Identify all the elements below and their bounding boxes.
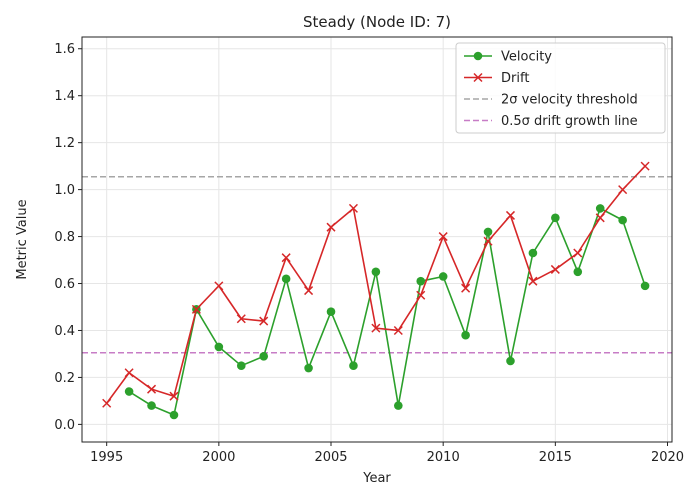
data-point [236,314,246,324]
y-axis-label: Metric Value [15,199,30,279]
x-tick-label: 2005 [314,450,347,465]
data-point [304,286,314,296]
y-tick-label: 1.2 [54,136,75,151]
data-point [191,304,201,314]
x-tick-label: 2015 [539,450,572,465]
data-point [259,316,269,326]
data-point [214,281,224,291]
data-point [573,267,583,277]
data-point [438,232,448,242]
data-point [483,236,493,246]
data-point [349,361,358,370]
x-tick-label: 2010 [427,450,460,465]
y-tick-label: 0.4 [54,324,75,339]
chart-title: Steady (Node ID: 7) [303,13,451,31]
data-point [461,330,470,340]
x-axis-ticks: 1995 2000 2005 2010 2015 2020 [90,442,684,465]
data-point [281,253,291,263]
data-point [348,203,358,213]
data-point [124,368,134,378]
x-tick-label: 2000 [202,450,235,465]
y-tick-label: 1.6 [54,42,75,57]
data-point [102,398,112,408]
y-tick-label: 1.4 [54,89,75,104]
data-point [640,281,650,291]
data-point [124,387,134,396]
series-line [128,207,646,416]
legend: Velocity Drift 2σ velocity threshold 0.5σ d… [455,42,666,134]
data-point [416,276,426,286]
data-point [326,222,336,232]
data-point [640,161,650,171]
data-point [393,325,403,336]
legend-marker [473,51,483,61]
legend-marker [473,72,483,83]
y-tick-label: 0.0 [54,418,75,433]
plot-area-frame [81,36,673,443]
data-point [169,391,179,401]
data-point [551,213,560,223]
y-tick-label: 0.6 [54,277,75,292]
data-point [595,213,605,223]
data-point [505,210,516,220]
data-point [618,185,628,195]
data-point [236,361,246,370]
legend-label: 2σ velocity threshold [501,93,638,108]
data-point [416,290,426,300]
data-point [438,272,448,281]
x-tick-label: 2020 [651,450,684,465]
reference-lines [82,175,672,354]
data-point [618,215,627,225]
data-point [214,342,224,352]
x-axis-label: Year [362,471,391,486]
data-point [528,276,538,286]
legend-label: 0.5σ drift growth line [501,114,638,129]
legend-label: Velocity [501,50,552,65]
y-tick-label: 1.0 [54,183,75,198]
data-point [528,248,538,258]
data-point [304,363,313,373]
data-point [147,384,157,394]
data-point [506,356,515,366]
series-drift [102,161,650,408]
data-point [259,352,269,361]
data-point [371,267,381,277]
data-point [326,307,336,316]
data-point [147,401,156,410]
legend-box [455,42,666,134]
y-axis-ticks: 0.0 0.2 0.4 0.6 0.8 1.0 1.2 1.4 1.6 [54,42,82,433]
data-point [483,227,493,237]
data-point [281,274,291,284]
series-line [106,165,646,404]
y-tick-label: 0.8 [54,230,75,245]
data-point [394,401,403,410]
legend-label: Drift [501,71,529,86]
data-point [550,264,560,274]
data-point [595,204,605,213]
data-point [461,283,471,293]
series-layer [102,161,650,420]
y-tick-label: 0.2 [54,371,75,386]
data-point [573,248,583,258]
data-point [371,323,381,333]
x-tick-label: 1995 [90,450,123,465]
data-point [169,410,179,420]
